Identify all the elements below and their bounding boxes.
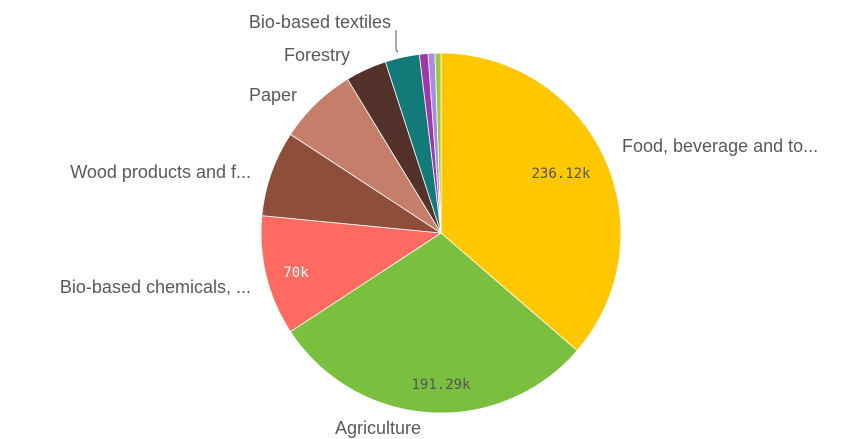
pie-slice[interactable] [289, 232, 578, 414]
value-label: 70k [283, 265, 309, 281]
leader-line [395, 30, 399, 53]
slice-label: Bio-based chemicals, ... [60, 277, 251, 297]
slice-label: Forestry [284, 45, 350, 65]
pie-slice[interactable] [260, 215, 443, 333]
labels-group: Food, beverage and to... 236.12k Agricultu… [60, 12, 818, 438]
pie-slice[interactable] [434, 52, 442, 234]
slice-label: Paper [249, 85, 297, 105]
value-label: 236.12k [531, 166, 591, 182]
slice-label: Agriculture [335, 418, 421, 438]
slices-group [260, 52, 622, 414]
slice-label: Food, beverage and to... [622, 136, 818, 156]
slice-label: Bio-based textiles [249, 12, 391, 32]
pie-slice[interactable] [440, 52, 622, 352]
slice-label: Wood products and f... [70, 162, 251, 182]
value-label: 191.29k [411, 377, 471, 393]
